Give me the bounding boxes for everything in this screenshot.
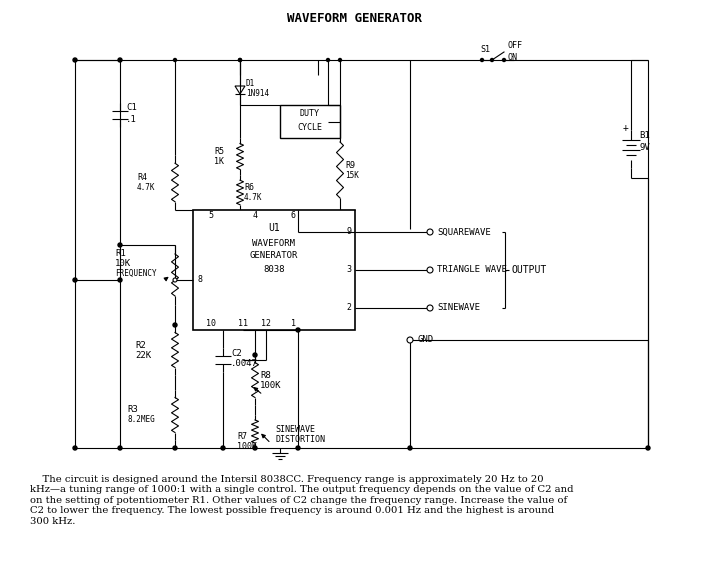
Text: 1N914: 1N914 [246, 89, 269, 98]
Text: SQUAREWAVE: SQUAREWAVE [437, 228, 491, 236]
Text: 4: 4 [252, 212, 257, 220]
Text: 100K: 100K [237, 442, 257, 451]
Text: 15K: 15K [345, 171, 359, 179]
Text: 2: 2 [347, 303, 352, 312]
Circle shape [173, 278, 177, 282]
Text: R1: R1 [115, 249, 125, 258]
Text: WAVEFORM: WAVEFORM [252, 239, 296, 249]
Text: WAVEFORM GENERATOR: WAVEFORM GENERATOR [287, 12, 422, 25]
Text: 8.2MEG: 8.2MEG [127, 416, 155, 425]
Text: 4.7K: 4.7K [244, 193, 262, 202]
Circle shape [253, 353, 257, 357]
Circle shape [118, 58, 122, 62]
Circle shape [427, 267, 433, 273]
Circle shape [481, 58, 484, 62]
Text: R9: R9 [345, 161, 355, 169]
Circle shape [221, 446, 225, 450]
Circle shape [408, 446, 412, 450]
Text: R2: R2 [135, 340, 146, 349]
Text: GENERATOR: GENERATOR [250, 252, 298, 260]
Text: C2: C2 [231, 349, 242, 358]
Text: 22K: 22K [135, 350, 151, 359]
Circle shape [118, 446, 122, 450]
Text: 8038: 8038 [263, 266, 285, 275]
Bar [280, 105, 340, 138]
Text: DUTY: DUTY [300, 109, 320, 119]
Circle shape [407, 337, 413, 343]
Text: FREQUENCY: FREQUENCY [115, 269, 157, 278]
Text: 9: 9 [347, 228, 352, 236]
Text: 10K: 10K [115, 259, 131, 268]
Text: S1: S1 [480, 45, 490, 54]
Text: R3: R3 [127, 406, 138, 415]
Circle shape [73, 58, 77, 62]
Text: SINEWAVE: SINEWAVE [437, 303, 480, 312]
Text: .1: .1 [126, 115, 137, 123]
Text: 11: 11 [238, 319, 248, 329]
Circle shape [646, 446, 650, 450]
Text: ON: ON [508, 52, 518, 62]
Circle shape [73, 446, 77, 450]
Circle shape [118, 278, 122, 282]
Text: R5: R5 [214, 147, 224, 156]
Text: R8: R8 [260, 370, 271, 379]
Text: +: + [623, 123, 629, 133]
Text: DISTORTION: DISTORTION [275, 436, 325, 445]
Text: 3: 3 [347, 266, 352, 275]
Text: 5: 5 [208, 212, 213, 220]
Text: 10: 10 [206, 319, 216, 329]
Circle shape [296, 446, 300, 450]
Circle shape [238, 58, 242, 62]
Text: 8: 8 [198, 276, 203, 285]
Text: SINEWAVE: SINEWAVE [275, 426, 315, 435]
Circle shape [174, 58, 177, 62]
Circle shape [427, 229, 433, 235]
Text: TRIANGLE WAVE: TRIANGLE WAVE [437, 266, 507, 275]
Text: GND: GND [417, 336, 433, 345]
Circle shape [173, 446, 177, 450]
Text: R7: R7 [237, 432, 247, 441]
Text: 1: 1 [291, 319, 296, 329]
Text: C1: C1 [126, 103, 137, 112]
Text: 100K: 100K [260, 380, 281, 389]
Text: B1: B1 [639, 132, 649, 141]
Circle shape [173, 323, 177, 327]
Circle shape [327, 58, 330, 62]
Circle shape [253, 446, 257, 450]
Text: 1K: 1K [214, 157, 224, 166]
Text: 4.7K: 4.7K [137, 183, 155, 192]
Circle shape [73, 278, 77, 282]
Text: 6: 6 [291, 212, 296, 220]
Text: OUTPUT: OUTPUT [511, 265, 546, 275]
Circle shape [503, 58, 506, 62]
Text: CYCLE: CYCLE [298, 123, 323, 132]
Text: 12: 12 [261, 319, 271, 329]
Circle shape [491, 58, 493, 62]
Text: U1: U1 [268, 223, 280, 233]
Bar [193, 210, 355, 330]
Circle shape [118, 243, 122, 247]
Text: OFF: OFF [508, 42, 523, 51]
Text: The circuit is designed around the Intersil 8038CC. Frequency range is approxima: The circuit is designed around the Inter… [30, 475, 574, 526]
Text: R4: R4 [137, 173, 147, 182]
Circle shape [427, 305, 433, 311]
Text: .0047: .0047 [231, 359, 258, 369]
Text: R6: R6 [244, 183, 254, 192]
Circle shape [296, 328, 300, 332]
Circle shape [338, 58, 342, 62]
Circle shape [238, 58, 242, 62]
Text: 9V: 9V [639, 143, 649, 152]
Text: D1: D1 [246, 79, 255, 88]
